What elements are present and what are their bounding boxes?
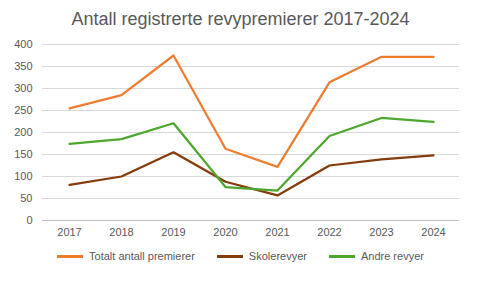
svg-text:400: 400	[14, 38, 32, 50]
svg-text:2018: 2018	[109, 226, 133, 238]
svg-text:2017: 2017	[57, 226, 81, 238]
svg-text:350: 350	[14, 60, 32, 72]
svg-text:50: 50	[20, 192, 32, 204]
svg-text:2022: 2022	[317, 226, 341, 238]
svg-text:2021: 2021	[265, 226, 289, 238]
svg-text:2019: 2019	[161, 226, 185, 238]
svg-text:0: 0	[26, 214, 32, 226]
svg-text:2020: 2020	[213, 226, 237, 238]
html-text:Totalt antall premierer: Totalt antall premierer	[89, 250, 195, 262]
svg-text:2024: 2024	[421, 226, 445, 238]
html-text:Andre revyer: Andre revyer	[360, 250, 424, 262]
svg-text:250: 250	[14, 104, 32, 116]
html-text:Skolerevyer: Skolerevyer	[248, 250, 307, 262]
svg-text:300: 300	[14, 82, 32, 94]
svg-text:2023: 2023	[369, 226, 393, 238]
svg-text:150: 150	[14, 148, 32, 160]
svg-text:100: 100	[14, 170, 32, 182]
html-text:Antall registrerte revypremier: Antall registrerte revypremierer 2017-20…	[71, 9, 410, 29]
svg-text:200: 200	[14, 126, 32, 138]
